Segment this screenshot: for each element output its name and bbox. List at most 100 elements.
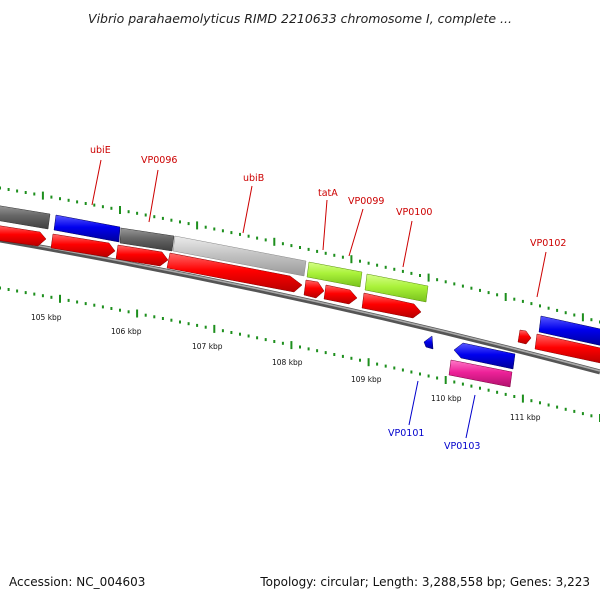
gene-box-VP0096[interactable] <box>119 227 175 252</box>
minor-tick <box>101 205 104 209</box>
cds-arrow[interactable] <box>517 329 532 345</box>
minor-tick <box>144 313 147 317</box>
minor-tick <box>76 200 79 204</box>
gene-label-VP0099[interactable]: VP0099 <box>348 196 384 207</box>
gene-label-ubiB[interactable]: ubiB <box>243 173 264 184</box>
cds-arrow[interactable] <box>323 284 358 305</box>
minor-tick <box>33 292 36 296</box>
major-tick <box>41 191 44 200</box>
gene-label-VP0096[interactable]: VP0096 <box>141 155 177 166</box>
minor-tick <box>333 253 336 257</box>
minor-tick <box>247 234 250 238</box>
minor-tick <box>470 286 473 290</box>
gene-box-VP0103[interactable] <box>448 359 513 388</box>
major-tick <box>196 221 199 230</box>
minor-tick <box>530 302 533 306</box>
minor-tick <box>110 206 113 210</box>
gene-label-VP0100[interactable]: VP0100 <box>396 207 432 218</box>
gene-arrow-reverse[interactable] <box>453 342 516 370</box>
major-tick <box>427 273 430 282</box>
minor-tick <box>419 372 421 376</box>
major-tick <box>273 237 276 246</box>
minor-tick <box>341 255 344 259</box>
minor-tick <box>556 308 559 312</box>
minor-tick <box>444 280 447 284</box>
minor-tick <box>590 318 593 322</box>
minor-tick <box>530 399 533 403</box>
minor-tick <box>101 305 104 309</box>
gene-box-VP0102[interactable] <box>538 315 600 346</box>
cds-arrow[interactable] <box>303 279 325 299</box>
minor-tick <box>350 356 353 360</box>
cds-arrow[interactable] <box>0 225 47 247</box>
minor-tick <box>59 197 61 201</box>
genome-backbone <box>0 237 600 375</box>
minor-tick <box>556 405 559 409</box>
minor-tick <box>573 409 576 413</box>
gene-box-VP0099[interactable] <box>364 273 429 303</box>
label-leaders <box>91 159 547 439</box>
minor-tick <box>187 322 190 326</box>
minor-tick <box>376 263 379 267</box>
minor-tick <box>547 306 550 310</box>
gene-box-tatA[interactable] <box>306 261 363 288</box>
cds-arrow[interactable] <box>534 333 600 364</box>
minor-tick <box>0 286 1 290</box>
minor-tick <box>247 334 250 338</box>
minor-tick <box>307 347 310 351</box>
scale-label: 107 kbp <box>192 342 223 351</box>
minor-tick <box>581 412 584 416</box>
minor-tick <box>367 261 370 265</box>
minor-tick <box>110 307 113 310</box>
cds-track <box>0 225 600 364</box>
gene-box-left-edge[interactable] <box>0 205 51 230</box>
cds-arrow[interactable] <box>115 244 169 267</box>
scale-label: 106 kbp <box>111 327 142 336</box>
minor-tick <box>50 195 53 199</box>
major-tick <box>367 358 370 367</box>
minor-tick <box>290 244 293 248</box>
minor-tick <box>119 308 121 312</box>
cds-arrow[interactable] <box>50 233 116 258</box>
minor-tick <box>127 210 130 214</box>
minor-tick <box>393 267 396 271</box>
minor-tick <box>479 288 481 292</box>
minor-tick <box>0 186 1 190</box>
minor-tick <box>136 211 139 215</box>
cds-arrow[interactable] <box>361 292 422 319</box>
gene-arrow-VP0101[interactable] <box>423 335 434 350</box>
minor-tick <box>170 218 173 222</box>
minor-tick <box>590 414 593 418</box>
minor-tick <box>230 231 233 235</box>
minor-tick <box>239 232 241 236</box>
minor-tick <box>436 278 439 282</box>
minor-tick <box>359 259 361 263</box>
minor-tick <box>67 298 70 302</box>
gene-label-tatA[interactable]: tatA <box>318 188 338 199</box>
minor-tick <box>376 362 379 366</box>
minor-tick <box>256 236 259 240</box>
minor-tick <box>521 299 524 303</box>
major-tick <box>59 294 61 303</box>
gene-box-ubiE[interactable] <box>53 214 121 243</box>
minor-tick <box>281 242 284 246</box>
gene-label-ubiE[interactable]: ubiE <box>90 145 111 156</box>
minor-tick <box>299 345 301 349</box>
minor-tick <box>84 202 87 205</box>
minor-tick <box>324 351 327 355</box>
minor-tick <box>196 323 199 327</box>
minor-tick <box>273 340 276 343</box>
gene-track-lower <box>423 335 516 388</box>
minor-tick <box>513 297 516 301</box>
minor-tick <box>453 380 456 384</box>
cds-arrow[interactable] <box>166 252 303 293</box>
gene-box-ubiB[interactable] <box>172 235 307 277</box>
gene-label-VP0101[interactable]: VP0101 <box>388 428 424 439</box>
gene-label-VP0103[interactable]: VP0103 <box>444 441 480 452</box>
minor-tick <box>7 188 10 191</box>
gene-label-VP0102[interactable]: VP0102 <box>530 238 566 249</box>
minor-tick <box>170 318 173 322</box>
major-tick <box>350 255 353 264</box>
minor-tick <box>496 293 499 297</box>
scale-label: 110 kbp <box>431 394 462 403</box>
